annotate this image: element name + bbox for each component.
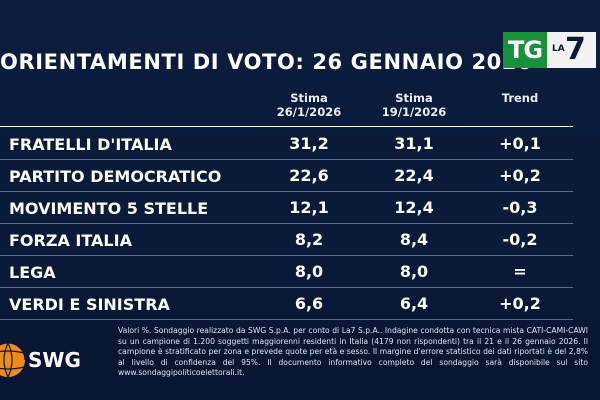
methodology-footnote: Valori %. Sondaggio realizzato da SWG S.… [118, 326, 588, 377]
trend-value: -0,2 [502, 230, 538, 249]
table-row: FORZA ITALIA 8,2 8,4 -0,2 [0, 224, 600, 256]
estimate-previous: 6,4 [399, 294, 429, 313]
party-name: MOVIMENTO 5 STELLE [9, 199, 209, 218]
party-name: VERDI E SINISTRA [9, 295, 170, 314]
estimate-current: 8,0 [294, 262, 324, 281]
party-name: FRATELLI D'ITALIA [9, 135, 172, 154]
table-row: VERDI E SINISTRA 6,6 6,4 +0,2 [0, 288, 600, 320]
estimate-previous: 8,4 [399, 230, 429, 249]
swg-logo: SWG [0, 340, 81, 380]
la7-logo-part: LA 7 [547, 32, 596, 68]
trend-value: +0,1 [499, 134, 541, 153]
party-name: PARTITO DEMOCRATICO [9, 167, 222, 186]
estimate-current: 8,2 [294, 230, 324, 249]
party-name: LEGA [9, 263, 56, 282]
row-divider [0, 191, 573, 192]
party-name: FORZA ITALIA [9, 231, 132, 250]
column-header-date: 26/1/2026 [276, 105, 342, 119]
column-header-trend: Trend [475, 91, 565, 105]
estimate-current: 31,2 [289, 134, 329, 153]
la7-logo-small: LA [552, 44, 565, 54]
estimate-previous: 31,1 [394, 134, 434, 153]
column-header-label: Stima [395, 91, 433, 105]
estimate-previous: 22,4 [394, 166, 434, 185]
page-title: ORIENTAMENTI DI VOTO: 26 GENNAIO 2026 [0, 50, 533, 74]
table-row: PARTITO DEMOCRATICO 22,6 22,4 +0,2 [0, 160, 600, 192]
row-divider [0, 319, 573, 320]
column-header-date: 19/1/2026 [381, 105, 447, 119]
estimate-current: 6,6 [294, 294, 324, 313]
row-divider [0, 255, 573, 256]
la7-logo-big: 7 [565, 32, 586, 67]
table-row: LEGA 8,0 8,0 = [0, 256, 600, 288]
row-divider [0, 159, 573, 160]
table-row: MOVIMENTO 5 STELLE 12,1 12,4 -0,3 [0, 192, 600, 224]
tg-la7-logo: TG LA 7 [503, 32, 596, 68]
row-divider [0, 287, 573, 288]
estimate-current: 22,6 [289, 166, 329, 185]
tg-logo-part: TG [503, 32, 547, 68]
row-divider [0, 223, 573, 224]
trend-value: +0,2 [499, 294, 541, 313]
trend-value: +0,2 [499, 166, 541, 185]
trend-value: = [513, 262, 527, 281]
estimate-previous: 8,0 [399, 262, 429, 281]
table-row: FRATELLI D'ITALIA 31,2 31,1 +0,1 [0, 128, 600, 160]
swg-globe-icon [0, 342, 26, 378]
estimate-current: 12,1 [289, 198, 329, 217]
column-header-label: Stima [290, 91, 328, 105]
column-header-label: Trend [501, 91, 539, 105]
column-header-estimate-current: Stima 26/1/2026 [264, 91, 354, 119]
trend-value: -0,3 [502, 198, 538, 217]
header-divider [0, 126, 573, 127]
swg-logo-text: SWG [28, 348, 81, 372]
estimate-previous: 12,4 [394, 198, 434, 217]
column-header-estimate-previous: Stima 19/1/2026 [369, 91, 459, 119]
